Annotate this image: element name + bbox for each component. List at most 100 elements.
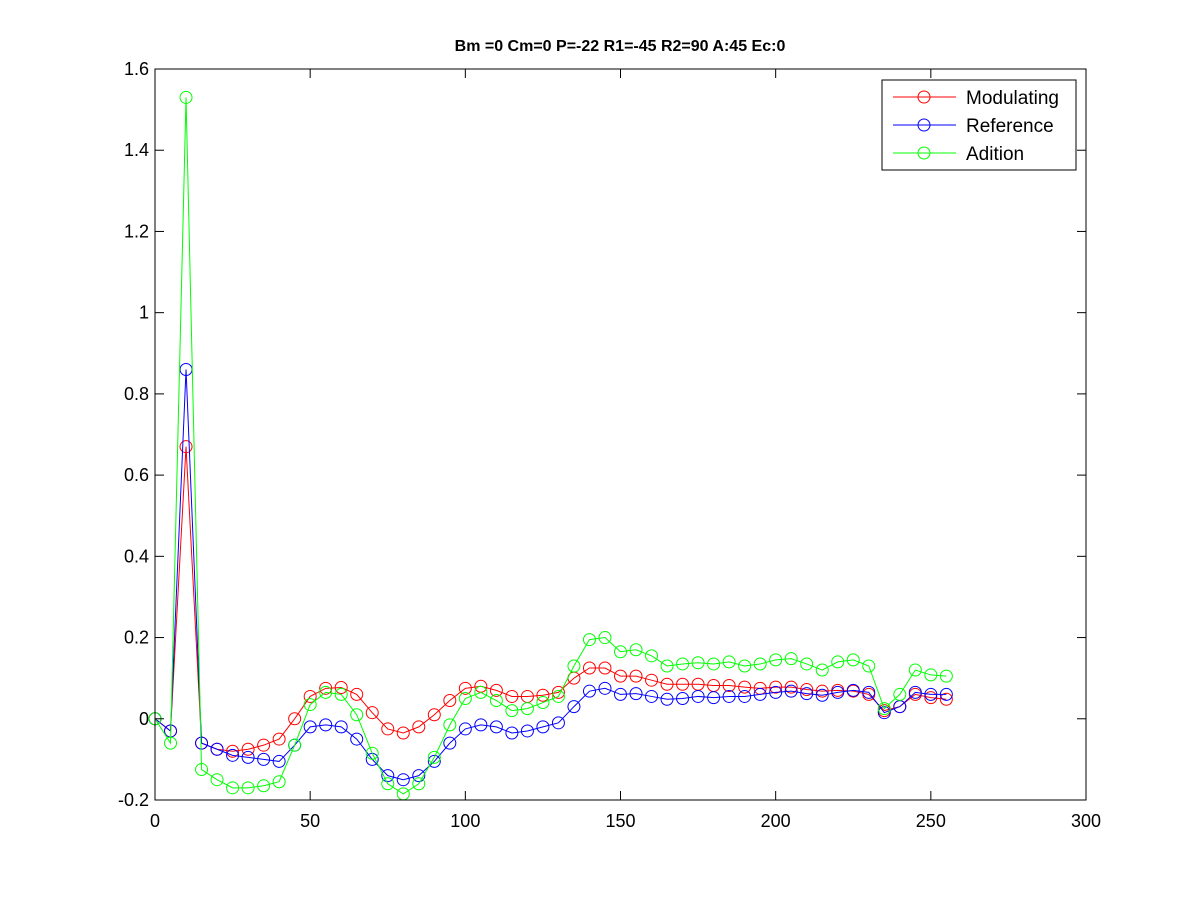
data-point-modulating <box>614 669 627 683</box>
data-point-modulating <box>288 712 302 726</box>
legend-item-reference: Reference <box>893 116 1054 137</box>
data-point-reference <box>350 732 364 746</box>
data-point-reference <box>908 685 922 699</box>
data-point-reference <box>551 716 565 730</box>
legend-marker-reference <box>917 118 931 132</box>
data-point-adition <box>489 694 503 708</box>
plot-area <box>155 69 1086 800</box>
data-point-adition <box>458 691 472 705</box>
data-point-modulating <box>629 669 643 683</box>
data-point-modulating <box>924 691 938 705</box>
series-layer <box>148 90 953 801</box>
data-point-adition <box>815 663 829 677</box>
data-point-modulating <box>645 673 659 687</box>
y-tick-label: 1.2 <box>124 221 149 241</box>
data-point-adition <box>582 633 596 647</box>
data-point-reference <box>629 687 643 701</box>
data-point-adition <box>722 655 736 669</box>
data-point-modulating <box>427 708 441 722</box>
data-point-reference <box>443 736 457 750</box>
data-point-adition <box>846 653 860 667</box>
x-tick-label: 0 <box>150 811 160 831</box>
legend-entries: Modulating Reference Adition <box>893 88 1059 165</box>
data-point-modulating <box>769 680 783 694</box>
data-point-adition <box>691 656 705 670</box>
legend: Modulating Reference Adition <box>881 79 1077 171</box>
data-point-reference <box>831 685 845 699</box>
series-line-adition <box>154 97 947 795</box>
y-tick-label: 1.4 <box>124 140 149 160</box>
data-point-modulating <box>489 683 503 697</box>
data-point-adition <box>303 698 317 712</box>
data-point-adition <box>831 655 845 669</box>
data-point-adition <box>427 750 441 764</box>
data-point-reference <box>738 689 752 703</box>
data-point-modulating <box>396 726 410 740</box>
series-adition <box>148 90 953 801</box>
legend-marker-modulating <box>917 90 931 104</box>
data-point-reference <box>924 687 938 701</box>
data-point-modulating <box>660 677 674 691</box>
data-point-adition <box>924 668 938 682</box>
data-point-adition <box>614 645 627 659</box>
data-point-modulating <box>722 678 736 692</box>
data-point-reference <box>427 754 441 768</box>
data-point-adition <box>350 708 364 722</box>
data-point-reference <box>846 683 860 697</box>
data-point-reference <box>800 687 814 701</box>
legend-label-adition: Adition <box>966 144 1024 165</box>
data-point-reference <box>381 769 395 783</box>
data-point-adition <box>753 657 767 671</box>
legend-label-modulating: Modulating <box>966 88 1059 109</box>
data-point-modulating <box>350 687 364 701</box>
data-point-reference <box>722 689 736 703</box>
series-line-reference <box>154 369 947 781</box>
data-point-reference <box>614 687 627 701</box>
data-point-modulating <box>536 688 550 702</box>
data-point-reference <box>272 754 286 768</box>
data-point-reference <box>520 724 534 738</box>
data-point-modulating <box>257 738 271 752</box>
y-tick-label: 1 <box>139 303 149 323</box>
tick-layer: 0 50 100 150 200 250 300-0.200.20.40.60.811.21… <box>118 59 1101 831</box>
x-tick-label: 200 <box>761 811 791 831</box>
data-point-adition <box>443 718 457 732</box>
data-point-reference <box>707 691 721 705</box>
data-point-reference <box>691 689 705 703</box>
data-point-adition <box>226 781 240 795</box>
data-point-adition <box>707 657 721 671</box>
data-point-modulating <box>365 706 379 720</box>
data-point-reference <box>505 726 519 740</box>
data-point-adition <box>505 704 519 718</box>
data-point-adition <box>164 736 178 750</box>
data-point-adition <box>676 657 690 671</box>
data-point-reference <box>676 691 690 705</box>
data-point-reference <box>645 689 659 703</box>
legend-item-adition: Adition <box>893 144 1024 165</box>
y-tick-label: -0.2 <box>118 790 149 810</box>
data-point-adition <box>257 779 271 793</box>
data-point-adition <box>862 659 876 673</box>
data-point-modulating <box>505 689 519 703</box>
x-tick-label: 150 <box>605 811 635 831</box>
data-point-modulating <box>784 680 798 694</box>
data-point-adition <box>598 631 612 645</box>
data-point-reference <box>660 692 674 706</box>
chart-title: Bm =0 Cm=0 P=-22 R1=-45 R2=90 A:45 Ec:0 <box>455 38 786 55</box>
data-point-adition <box>893 687 907 701</box>
data-point-reference <box>784 684 798 698</box>
x-tick-label: 50 <box>300 811 320 831</box>
data-point-modulating <box>939 692 953 706</box>
data-point-adition <box>536 696 550 710</box>
data-point-adition <box>769 653 783 667</box>
data-point-reference <box>257 752 271 766</box>
data-point-reference <box>536 720 550 734</box>
x-tick-label: 300 <box>1071 811 1101 831</box>
data-point-modulating <box>582 661 596 675</box>
data-point-reference <box>319 718 333 732</box>
data-point-adition <box>645 649 659 663</box>
data-point-adition <box>381 777 395 791</box>
data-point-adition <box>241 781 255 795</box>
data-point-adition <box>939 669 953 683</box>
